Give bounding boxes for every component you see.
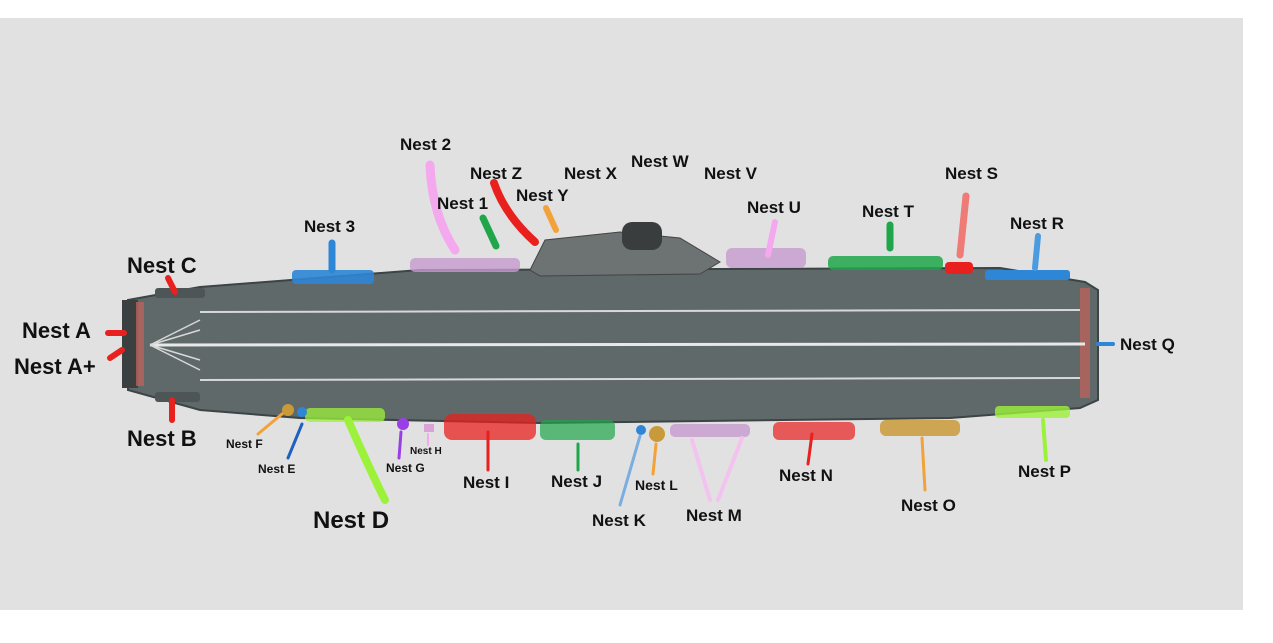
nest-n-area bbox=[773, 422, 855, 440]
nest-a-plus-marker bbox=[107, 347, 125, 361]
stern-stripes bbox=[1080, 288, 1090, 398]
label-nest-r: Nest R bbox=[1010, 214, 1064, 233]
deck-line bbox=[199, 377, 1081, 381]
carrier-illustration bbox=[105, 160, 1115, 507]
label-nest-v: Nest V bbox=[704, 164, 757, 183]
label-nest-a-plus: Nest A+ bbox=[14, 354, 96, 379]
label-nest-i: Nest I bbox=[463, 473, 510, 492]
nest-i-area bbox=[444, 414, 536, 440]
nest-u-area bbox=[726, 248, 806, 268]
deck-centerline bbox=[149, 342, 1086, 347]
nest-b-area bbox=[155, 392, 200, 402]
nest-u-marker bbox=[765, 219, 778, 258]
nest-k-marker bbox=[618, 434, 642, 507]
nest-e-area bbox=[297, 407, 307, 417]
label-nest-2: Nest 2 bbox=[400, 135, 452, 154]
nest-n-marker bbox=[806, 432, 814, 466]
nest-p-marker bbox=[1041, 418, 1048, 462]
label-nest-1: Nest 1 bbox=[437, 194, 489, 213]
nest-y-marker bbox=[543, 205, 559, 233]
label-nest-m: Nest M bbox=[686, 506, 742, 525]
label-nest-z: Nest Z bbox=[470, 164, 522, 183]
nest-h-area bbox=[424, 424, 434, 432]
label-nest-q: Nest Q bbox=[1120, 335, 1175, 354]
nest-1-marker bbox=[479, 214, 500, 250]
nest-p-area bbox=[995, 406, 1070, 418]
label-nest-w: Nest W bbox=[631, 152, 689, 171]
bow-stripes bbox=[136, 302, 144, 386]
label-nest-o: Nest O bbox=[901, 496, 956, 515]
nest-l-marker bbox=[651, 442, 658, 476]
nest-f-area bbox=[282, 404, 294, 416]
label-nest-j: Nest J bbox=[551, 472, 603, 491]
label-nest-l: Nest L bbox=[635, 477, 678, 493]
label-nest-c: Nest C bbox=[127, 253, 197, 278]
label-nest-g: Nest G bbox=[386, 461, 425, 475]
island-superstructure bbox=[529, 231, 721, 277]
label-nest-h: Nest H bbox=[410, 446, 442, 457]
nest-2-area bbox=[410, 258, 520, 272]
nest-3-area bbox=[292, 270, 374, 284]
nest-r-marker bbox=[1032, 233, 1041, 271]
nest-d-marker bbox=[344, 416, 389, 504]
bow-markings bbox=[149, 319, 201, 371]
nest-2-marker bbox=[425, 160, 460, 255]
label-nest-e: Nest E bbox=[258, 462, 296, 476]
funnel bbox=[622, 222, 662, 250]
nest-m-marker bbox=[690, 436, 744, 502]
carrier-diagram bbox=[0, 18, 1243, 610]
nest-z-marker bbox=[490, 179, 539, 246]
label-nest-k: Nest K bbox=[592, 511, 646, 530]
nest-m-area bbox=[670, 424, 750, 437]
label-nest-a: Nest A bbox=[22, 318, 91, 343]
nest-k-area bbox=[636, 425, 646, 435]
nest-s-area bbox=[945, 262, 973, 274]
nest-e-marker bbox=[286, 422, 304, 460]
label-nest-n: Nest N bbox=[779, 466, 833, 485]
label-nest-d: Nest D bbox=[313, 507, 390, 534]
nest-c-marker bbox=[165, 275, 178, 295]
label-nest-f: Nest F bbox=[226, 437, 263, 451]
nest-o-area bbox=[880, 420, 960, 436]
label-nest-3: Nest 3 bbox=[304, 217, 356, 236]
nest-j-area bbox=[540, 420, 615, 440]
nest-l-area bbox=[649, 426, 665, 442]
nest-s-marker bbox=[956, 192, 970, 259]
nest-o-marker bbox=[920, 436, 927, 492]
nest-t-area bbox=[828, 256, 943, 270]
label-nest-x: Nest X bbox=[564, 164, 617, 183]
label-nest-u: Nest U bbox=[747, 198, 801, 217]
nest-d-area bbox=[305, 408, 385, 422]
label-nest-b: Nest B bbox=[127, 426, 197, 451]
label-nest-p: Nest P bbox=[1018, 462, 1071, 481]
nest-f-marker bbox=[256, 412, 284, 436]
nest-r-area bbox=[985, 270, 1070, 280]
label-nest-y: Nest Y bbox=[516, 186, 569, 205]
bow-edge bbox=[122, 300, 138, 388]
deck-line bbox=[199, 309, 1081, 313]
nest-g-area bbox=[397, 418, 409, 430]
label-nest-s: Nest S bbox=[945, 164, 998, 183]
label-nest-t: Nest T bbox=[862, 202, 914, 221]
nest-c-area bbox=[155, 288, 205, 298]
nest-g-marker bbox=[397, 430, 403, 460]
